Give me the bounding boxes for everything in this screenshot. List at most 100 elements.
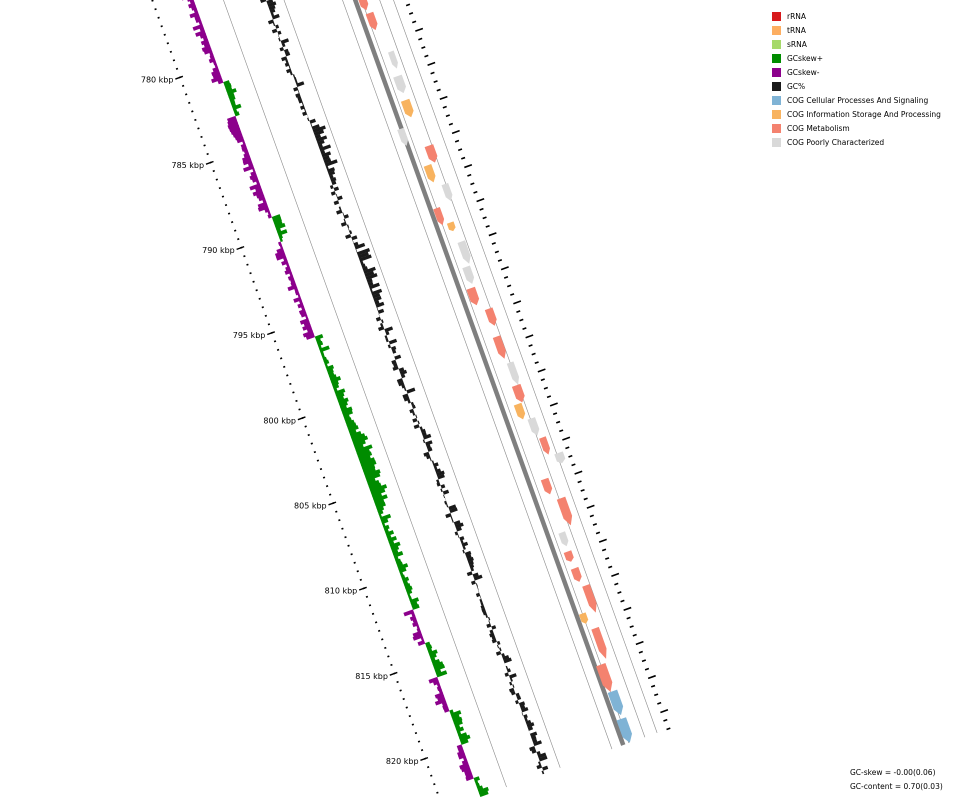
outer-tick [571, 463, 576, 467]
minor-tick [374, 621, 378, 624]
gc-skew-minus-bar [203, 42, 211, 48]
gc-skew-minus-bar [432, 679, 440, 686]
minor-tick [154, 8, 157, 11]
gc-content-bar [537, 752, 547, 759]
gc-content-bar [268, 5, 276, 11]
outer-tick [445, 114, 450, 118]
gc-skew-minus-bar [252, 189, 264, 197]
gc-skew-plus-bar [332, 383, 340, 390]
gc-skew-minus-bar [458, 753, 467, 760]
minor-tick [258, 297, 261, 300]
gc-skew-minus-bar [230, 128, 242, 135]
outer-tick [568, 454, 573, 458]
gc-skew-minus-bar [460, 765, 471, 773]
gc-content-bar [363, 266, 376, 275]
major-tick [420, 756, 429, 761]
gc-content-bar [378, 325, 385, 332]
gc-skew-plus-bar [457, 730, 462, 736]
gc-skew-minus-bar [305, 315, 309, 320]
gc-content-bar [440, 484, 446, 489]
minor-tick [353, 561, 356, 564]
gc-skew-minus-bar [193, 8, 199, 14]
outer-tick [503, 276, 509, 279]
gc-skew-plus-bar [368, 482, 382, 491]
gc-content-bar [421, 431, 427, 437]
gc-skew-plus-bar [225, 86, 233, 92]
gene-feature [591, 626, 607, 659]
gc-skew-plus-bar [329, 374, 337, 380]
minor-tick [396, 680, 399, 684]
legend-swatch [772, 53, 781, 63]
gc-skew-plus-bar [387, 535, 397, 543]
gc-skew-minus-bar [428, 676, 439, 684]
gc-content-bar [536, 764, 543, 770]
gc-content-bar [403, 387, 407, 392]
outer-tick [583, 497, 588, 501]
minor-tick [307, 433, 310, 437]
gc-content-bar [333, 200, 340, 206]
gc-content-bar [475, 592, 481, 598]
gc-skew-plus-bar [396, 561, 404, 568]
gc-content-bar [459, 536, 465, 541]
gene-feature [400, 98, 414, 118]
gc-content-bar [481, 608, 486, 613]
minor-tick [295, 399, 298, 403]
gc-skew-stat: GC-skew = -0.00(0.06) [850, 768, 936, 777]
gc-skew-minus-bar [442, 704, 449, 710]
gc-content-bar [356, 248, 371, 256]
gc-skew-plus-bar [326, 368, 334, 374]
gc-content-bar [406, 387, 416, 394]
minor-tick [377, 629, 381, 632]
legend-item-rrna: rRNA [772, 9, 960, 23]
tick-label: 795 kbp [233, 331, 266, 340]
gc-content-bar [279, 47, 285, 52]
gc-skew-minus-bar [298, 299, 303, 305]
guide-line [283, 0, 561, 768]
gc-content-bar [366, 278, 373, 284]
gc-skew-plus-bar [377, 509, 384, 515]
gc-skew-plus-bar [476, 785, 484, 791]
gc-skew-plus-bar [385, 530, 395, 537]
outer-tick [500, 266, 509, 271]
gc-skew-plus-bar [340, 405, 348, 411]
gene-feature [388, 50, 398, 69]
gc-content-bar [435, 468, 442, 474]
gc-content-bar [531, 749, 537, 754]
tick-label: 810 kbp [325, 587, 358, 596]
minor-tick [188, 101, 191, 104]
gc-skew-minus-bar [420, 637, 425, 642]
gc-skew-plus-bar [233, 108, 238, 114]
outer-tick [436, 88, 441, 92]
gc-skew-plus-bar [366, 477, 376, 485]
gc-content-bar [353, 241, 359, 247]
gc-content-bar [503, 657, 512, 664]
gc-content-bar [464, 550, 472, 557]
gc-content-bar [469, 563, 475, 569]
gc-skew-minus-bar [302, 330, 314, 338]
gc-skew-plus-bar [321, 354, 326, 359]
gc-skew-minus-bar [247, 161, 254, 167]
gc-skew-plus-bar [330, 376, 342, 384]
gc-content-bar [454, 531, 459, 536]
gc-content-bar [357, 251, 369, 259]
outer-tick [411, 20, 417, 24]
outer-tick [574, 470, 583, 475]
gc-skew-minus-bar [416, 624, 420, 630]
gene-feature [607, 689, 624, 716]
gc-skew-plus-bar [429, 653, 437, 659]
minor-tick [203, 144, 206, 147]
outer-tick [513, 300, 522, 305]
gc-skew-minus-bar [188, 2, 196, 9]
gc-skew-plus-bar [364, 469, 381, 479]
legend-label: COG Cellular Processes And Signaling [787, 95, 929, 105]
gc-content-bar [260, 0, 267, 4]
gc-skew-plus-bar [342, 409, 353, 417]
gc-content-bar [384, 326, 394, 333]
outer-tick [442, 105, 447, 109]
gc-content-bar [531, 735, 537, 741]
gene-feature [466, 286, 480, 306]
gc-content-bar [285, 59, 289, 64]
outer-tick [644, 667, 650, 671]
gc-skew-plus-bar [333, 387, 338, 393]
gc-skew-minus-bar [211, 69, 221, 77]
